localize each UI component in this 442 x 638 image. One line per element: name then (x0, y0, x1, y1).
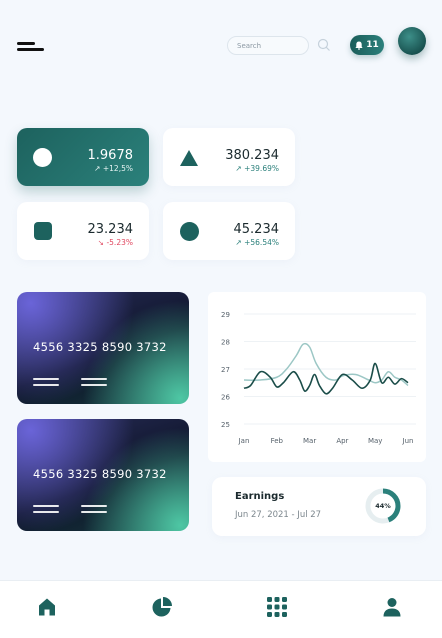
y-tick-label: 25 (221, 421, 230, 429)
line-chart-svg: 25 26 27 28 29 Jan Feb Mar Apr May Jun (221, 311, 416, 445)
stat-change: ↘ -5.23% (97, 238, 133, 247)
avatar[interactable] (398, 27, 426, 55)
stat-card-1[interactable]: 1.9678 ↗ +12,5% (17, 128, 149, 186)
x-tick-label: Mar (303, 437, 316, 445)
earnings-percent: 44% (375, 502, 391, 510)
line-chart: 25 26 27 28 29 Jan Feb Mar Apr May Jun (208, 292, 426, 462)
card-detail-line (33, 511, 59, 513)
card-detail-line (33, 378, 59, 380)
bottom-nav (0, 580, 442, 638)
square-icon (34, 222, 52, 240)
arrow-down-icon: ↘ (97, 238, 107, 247)
earnings-donut: 44% (364, 487, 402, 525)
stat-card-4[interactable]: 45.234 ↗ +56.54% (163, 202, 295, 260)
circle-icon (33, 148, 52, 167)
card-detail-line (33, 505, 59, 507)
notification-count: 11 (366, 40, 379, 50)
donut-progress-arc (365, 488, 401, 524)
y-tick-label: 28 (221, 339, 230, 347)
search-icon[interactable] (317, 38, 331, 52)
x-tick-label: Apr (336, 437, 348, 445)
x-tick-label: Jun (402, 437, 414, 445)
card-number: 4556 3325 8590 3732 (33, 467, 167, 481)
notification-button[interactable]: 11 (350, 35, 384, 55)
stat-change: ↗ +39.69% (235, 164, 279, 173)
stat-card-2[interactable]: 380.234 ↗ +39.69% (163, 128, 295, 186)
credit-card-2[interactable]: 4556 3325 8590 3732 (17, 419, 189, 531)
card-detail-line (81, 511, 107, 513)
earnings-card[interactable]: Earnings Jun 27, 2021 - Jul 27 44% (212, 477, 426, 536)
search-input[interactable] (227, 36, 309, 55)
earnings-title: Earnings (235, 491, 285, 502)
circle-icon (180, 222, 199, 241)
card-detail-line (81, 505, 107, 507)
credit-card-1[interactable]: 4556 3325 8590 3732 (17, 292, 189, 404)
card-number: 4556 3325 8590 3732 (33, 340, 167, 354)
pie-chart-icon[interactable] (150, 595, 174, 619)
stat-change: ↗ +12,5% (94, 164, 133, 173)
earnings-date-range: Jun 27, 2021 - Jul 27 (235, 510, 322, 520)
user-icon[interactable] (380, 595, 404, 619)
stat-value: 1.9678 (87, 148, 134, 163)
arrow-up-icon: ↗ (94, 164, 103, 173)
stat-value: 380.234 (225, 148, 279, 163)
series-line-1 (243, 362, 409, 395)
home-icon[interactable] (35, 595, 59, 619)
grid-icon[interactable] (265, 595, 289, 619)
menu-icon[interactable] (17, 40, 45, 54)
stat-change: ↗ +56.54% (235, 238, 279, 247)
stat-value: 23.234 (87, 222, 134, 237)
bell-icon (355, 41, 363, 50)
y-tick-label: 26 (221, 394, 230, 402)
y-tick-label: 29 (221, 311, 230, 319)
card-detail-line (81, 378, 107, 380)
card-detail-line (81, 384, 107, 386)
x-tick-label: Jan (238, 437, 250, 445)
y-tick-label: 27 (221, 366, 230, 374)
x-tick-label: May (368, 437, 382, 445)
stat-card-3[interactable]: 23.234 ↘ -5.23% (17, 202, 149, 260)
x-tick-label: Feb (271, 437, 284, 445)
arrow-up-icon: ↗ (235, 164, 245, 173)
arrow-up-icon: ↗ (235, 238, 245, 247)
triangle-icon (180, 150, 198, 166)
series-line-2 (243, 342, 409, 387)
card-detail-line (33, 384, 59, 386)
stat-value: 45.234 (233, 222, 280, 237)
